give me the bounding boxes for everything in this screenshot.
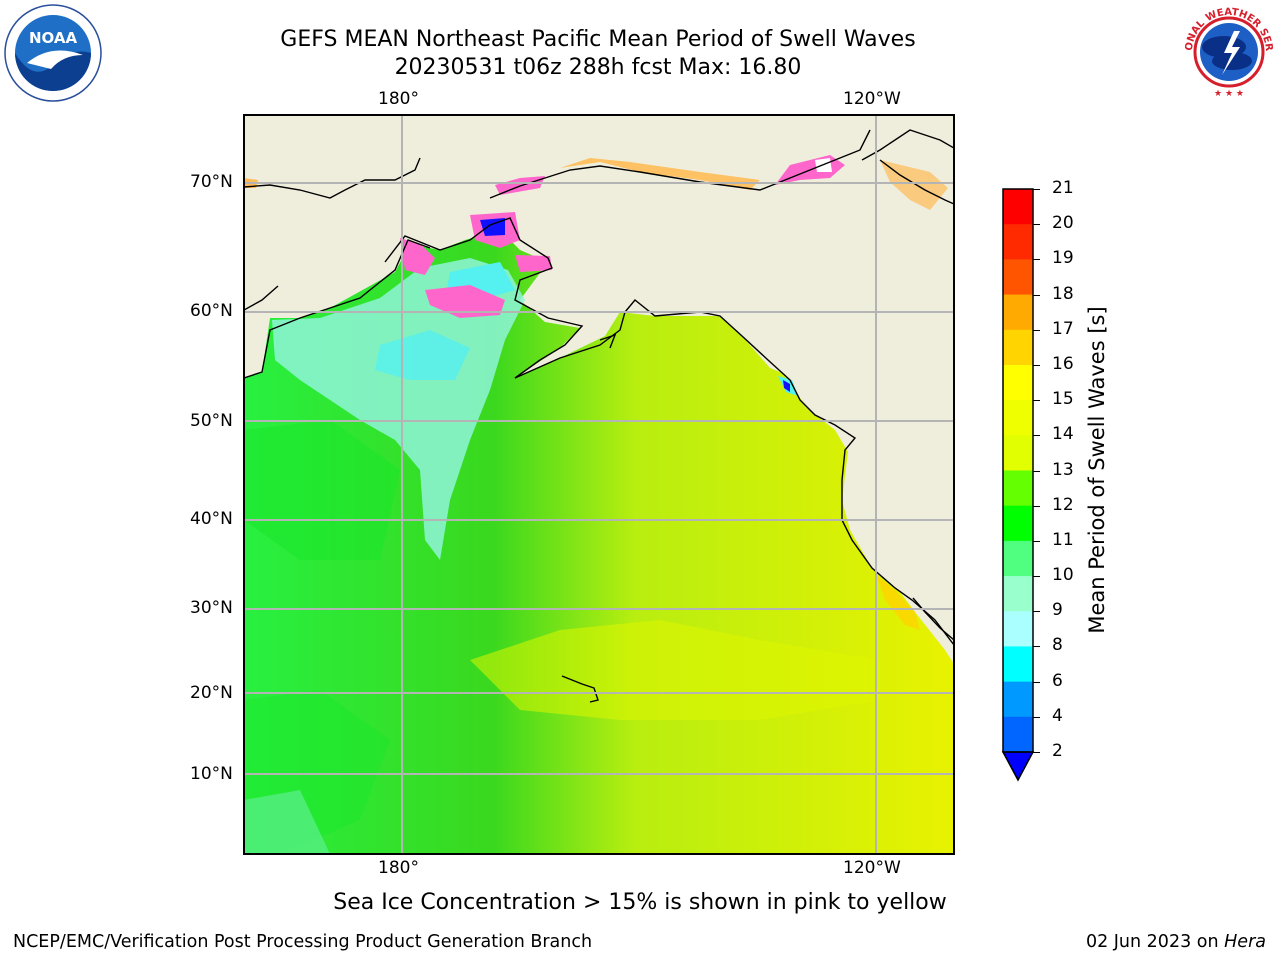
colorbar-band: [1003, 364, 1033, 401]
chart-subtitle: 20230531 t06z 288h fcst Max: 16.80: [394, 55, 802, 80]
lon-label-top-120w: 120°W: [843, 89, 901, 109]
colorbar-tick-label: 17: [1052, 318, 1074, 339]
colorbar-tick-mark: [1033, 505, 1040, 507]
colorbar-band: [1003, 540, 1033, 577]
colorbar-tick-label: 10: [1052, 565, 1074, 586]
colorbar-tick-label: 15: [1052, 389, 1074, 410]
map-frame: [243, 114, 955, 855]
colorbar-tick-mark: [1033, 294, 1040, 296]
colorbar-band: [1003, 611, 1033, 648]
colorbar-under-arrow: [1001, 751, 1035, 782]
colorbar-tick-mark: [1033, 681, 1040, 683]
colorbar-band: [1003, 189, 1033, 225]
colorbar-title: Mean Period of Swell Waves [s]: [1085, 306, 1109, 634]
sea-ice-note: Sea Ice Concentration > 15% is shown in …: [333, 890, 947, 915]
colorbar-tick-label: 4: [1052, 705, 1063, 726]
colorbar-band: [1003, 505, 1033, 542]
colorbar-tick-label: 20: [1052, 213, 1074, 234]
colorbar-band: [1003, 470, 1033, 507]
lat-label-10n: 10°N: [190, 764, 233, 784]
footer-credit: NCEP/EMC/Verification Post Processing Pr…: [13, 932, 593, 952]
colorbar-band: [1003, 294, 1033, 331]
footer-date: 02 Jun 2023 on Hera: [1086, 932, 1266, 952]
colorbar-tick-mark: [1033, 646, 1040, 648]
colorbar-tick-mark: [1033, 259, 1040, 261]
colorbar-tick-mark: [1033, 470, 1040, 472]
colorbar-tick-label: 18: [1052, 283, 1074, 304]
colorbar-tick-mark: [1033, 400, 1040, 402]
colorbar-tick-label: 16: [1052, 353, 1074, 374]
noaa-wordmark: NOAA: [29, 29, 78, 47]
colorbar-band: [1003, 400, 1033, 436]
colorbar-band: [1003, 224, 1033, 260]
colorbar-tick-mark: [1033, 329, 1040, 331]
colorbar-tick-mark: [1033, 716, 1040, 718]
colorbar-band: [1003, 259, 1033, 296]
lon-label-bottom-120w: 120°W: [843, 858, 901, 878]
colorbar-band: [1003, 646, 1033, 683]
colorbar-tick-label: 12: [1052, 494, 1074, 515]
colorbar-tick-mark: [1033, 540, 1040, 542]
colorbar: [1001, 188, 1035, 782]
colorbar-tick-mark: [1033, 189, 1040, 190]
colorbar-tick-label: 14: [1052, 424, 1074, 445]
colorbar-band: [1003, 435, 1033, 472]
map-plot-area: [244, 115, 954, 854]
lon-label-bottom-180: 180°: [378, 858, 419, 878]
lat-label-50n: 50°N: [190, 411, 233, 431]
colorbar-tick-mark: [1033, 435, 1040, 437]
colorbar-band: [1003, 576, 1033, 612]
colorbar-tick-label: 13: [1052, 459, 1074, 480]
colorbar-tick-mark: [1033, 752, 1040, 753]
lat-label-60n: 60°N: [190, 301, 233, 321]
colorbar-tick-label: 19: [1052, 248, 1074, 269]
colorbar-tick-label: 21: [1052, 178, 1074, 198]
lat-label-20n: 20°N: [190, 683, 233, 703]
colorbar-tick-label: 9: [1052, 600, 1063, 621]
colorbar-band: [1003, 329, 1033, 366]
colorbar-bands: [1003, 189, 1033, 753]
footer-date-text: 02 Jun 2023 on: [1085, 932, 1225, 952]
colorbar-tick-mark: [1033, 611, 1040, 613]
svg-text:★ ★ ★: ★ ★ ★: [1214, 89, 1244, 99]
nws-logo: NATIONAL WEATHER SERVICE ★ ★ ★: [1180, 3, 1276, 99]
footer-host: Hera: [1224, 932, 1266, 952]
colorbar-band: [1003, 716, 1033, 753]
colorbar-tick-mark: [1033, 224, 1040, 226]
lat-label-30n: 30°N: [190, 598, 233, 618]
colorbar-tick-label: 2: [1052, 741, 1063, 761]
low-period-region: [272, 258, 525, 560]
lat-label-40n: 40°N: [190, 509, 233, 529]
colorbar-tick-label: 6: [1052, 670, 1063, 691]
lon-label-top-180: 180°: [378, 89, 419, 109]
noaa-logo: NOAA: [4, 4, 102, 102]
colorbar-tick-mark: [1033, 364, 1040, 366]
colorbar-tick-label: 11: [1052, 529, 1074, 550]
colorbar-tick-mark: [1033, 576, 1040, 578]
chart-title: GEFS MEAN Northeast Pacific Mean Period …: [280, 27, 916, 52]
colorbar-tick-label: 8: [1052, 635, 1063, 656]
colorbar-band: [1003, 681, 1033, 718]
graticule: [244, 115, 954, 854]
lat-label-70n: 70°N: [190, 172, 233, 192]
